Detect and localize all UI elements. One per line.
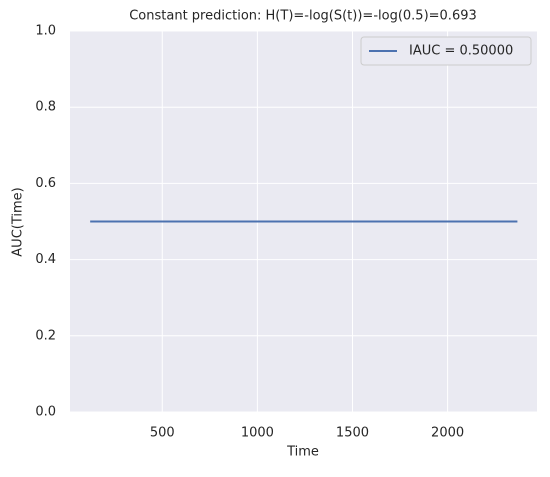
y-tick-label: 0.2 (35, 328, 56, 343)
x-tick-label: 2000 (431, 426, 464, 441)
x-axis-label: Time (286, 445, 319, 460)
y-tick-label: 0.4 (35, 252, 56, 267)
legend-label: IAUC = 0.50000 (409, 44, 513, 59)
y-tick-label: 0.8 (35, 100, 56, 115)
chart-title: Constant prediction: H(T)=-log(S(t))=-lo… (129, 9, 477, 24)
x-tick-label: 1000 (241, 426, 274, 441)
y-tick-label: 0.6 (35, 176, 56, 191)
y-axis-label: AUC(Time) (11, 187, 26, 256)
y-tick-label: 1.0 (35, 24, 56, 39)
x-tick-label: 500 (150, 426, 175, 441)
y-tick-label: 0.0 (35, 405, 56, 420)
legend-box (360, 36, 532, 66)
x-tick-label: 1500 (336, 426, 369, 441)
